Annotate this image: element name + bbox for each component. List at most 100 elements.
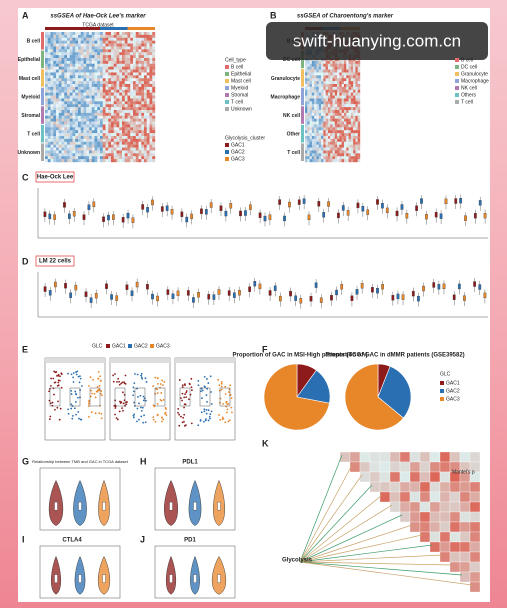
- heatmap-cell: [130, 86, 134, 90]
- heatmap-cell: [108, 121, 112, 125]
- heatmap-cell: [69, 133, 73, 137]
- heatmap-cell: [45, 78, 48, 82]
- heatmap-cell: [53, 156, 57, 160]
- heatmap-cell: [124, 60, 128, 64]
- heatmap-cell: [116, 52, 120, 56]
- heatmap-cell: [119, 98, 123, 102]
- heatmap-cell: [86, 107, 90, 111]
- corr-cell: [459, 501, 471, 513]
- heatmap-cell: [86, 89, 90, 93]
- heatmap-cell: [133, 127, 136, 131]
- heatmap-cell: [309, 107, 313, 111]
- jitter-point: [75, 373, 78, 376]
- heatmap-cell: [318, 159, 322, 163]
- heatmap-cell: [144, 153, 147, 157]
- jitter-point: [178, 379, 181, 381]
- heatmap-cell: [311, 104, 315, 108]
- heatmap-cell: [353, 118, 356, 122]
- heatmap-cell: [69, 46, 73, 50]
- heatmap-cell: [45, 86, 48, 90]
- heatmap-cell: [316, 84, 319, 88]
- heatmap-cell: [152, 138, 156, 142]
- heatmap-cell: [144, 58, 147, 62]
- heatmap-cell: [141, 63, 145, 67]
- heatmap-cell: [152, 98, 156, 102]
- heatmap-cell: [56, 159, 59, 163]
- heatmap-cell: [318, 69, 322, 73]
- heatmap-cell: [45, 46, 48, 50]
- heatmap-cell: [105, 159, 109, 163]
- jitter-point: [226, 403, 229, 406]
- heatmap-cell: [50, 92, 54, 96]
- heatmap-cell: [86, 78, 90, 82]
- heatmap-cell: [111, 37, 114, 41]
- heatmap-cell: [305, 141, 308, 145]
- heatmap-cell: [337, 138, 340, 142]
- heatmap-cell: [348, 156, 352, 160]
- heatmap-cell: [47, 153, 51, 157]
- heatmap-cell: [78, 138, 81, 142]
- heatmap-cell: [122, 69, 125, 73]
- heatmap-cell: [105, 156, 109, 160]
- heatmap-cell: [105, 95, 109, 99]
- heatmap-cell: [332, 138, 335, 142]
- heatmap-cell: [86, 37, 90, 41]
- heatmap-cell: [152, 127, 156, 131]
- heatmap-cell: [144, 92, 147, 96]
- heatmap-cell: [127, 66, 131, 70]
- box: [263, 215, 267, 222]
- corr-cell: [469, 521, 481, 533]
- heatmap-cell: [146, 69, 150, 73]
- heatmap-cell: [337, 92, 340, 96]
- heatmap-cell: [144, 101, 147, 105]
- heatmap-cell: [337, 110, 340, 114]
- heatmap-cell: [127, 127, 131, 131]
- box: [442, 283, 446, 290]
- box: [48, 290, 52, 296]
- heatmap-cell: [314, 127, 317, 131]
- heatmap-cell: [86, 92, 90, 96]
- heatmap-cell: [314, 118, 317, 122]
- heatmap-cell: [58, 144, 62, 148]
- heatmap-cell: [133, 147, 136, 151]
- heatmap-cell: [56, 150, 59, 154]
- heatmap-cell: [69, 110, 73, 114]
- box: [361, 206, 365, 212]
- heatmap-cell: [78, 115, 81, 119]
- heatmap-cell: [78, 86, 81, 90]
- heatmap-cell: [50, 101, 54, 105]
- jitter-point: [152, 385, 155, 387]
- heatmap-cell: [130, 92, 134, 96]
- heatmap-cell: [330, 60, 333, 64]
- heatmap-cell: [89, 110, 92, 114]
- heatmap-cell: [119, 52, 123, 56]
- heatmap-cell: [314, 124, 317, 128]
- jitter-point: [72, 376, 75, 379]
- heatmap-cell: [325, 60, 329, 64]
- corr-cell: [389, 451, 401, 463]
- jitter-point: [71, 415, 74, 417]
- heatmap-cell: [86, 104, 90, 108]
- legend-label: GAC3: [231, 156, 245, 162]
- heatmap-cell: [80, 58, 84, 62]
- heatmap-cell: [149, 144, 153, 148]
- corr-cell: [369, 451, 381, 463]
- heatmap-cell: [346, 147, 349, 151]
- heatmap-cell: [332, 153, 335, 157]
- heatmap-cell: [75, 92, 79, 96]
- heatmap-cell: [47, 60, 51, 64]
- heatmap-cell: [305, 133, 308, 137]
- heatmap-cell: [314, 63, 317, 67]
- heatmap-cell: [119, 130, 123, 134]
- mantel-link: [299, 561, 473, 586]
- heatmap-cell: [50, 110, 54, 114]
- heatmap-cell: [102, 133, 106, 137]
- heatmap-cell: [146, 98, 150, 102]
- heatmap-cell: [146, 43, 150, 47]
- heatmap-cell: [72, 147, 76, 151]
- jitter-point: [112, 374, 115, 377]
- heatmap-cell: [323, 107, 326, 111]
- heatmap-cell: [89, 121, 92, 125]
- jitter-point: [156, 414, 159, 417]
- heatmap-cell: [314, 69, 317, 73]
